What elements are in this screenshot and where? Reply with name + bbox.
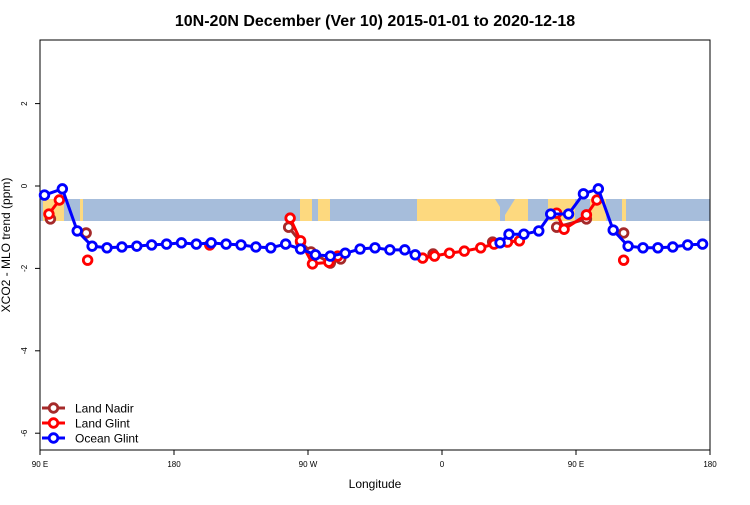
data-point: [306, 258, 319, 270]
data-point: [458, 245, 471, 257]
data-point: [652, 242, 664, 254]
data-point: [354, 243, 366, 255]
data-point: [428, 250, 441, 262]
y-axis-label: XCO2 - MLO trend (ppm): [0, 178, 13, 313]
series-layer: [38, 183, 709, 270]
y-tick-label: -6: [20, 429, 29, 437]
data-point: [279, 238, 292, 250]
land-region: [417, 199, 500, 221]
data-point: [220, 238, 232, 250]
data-point: [544, 208, 557, 220]
data-point: [558, 223, 570, 235]
data-point: [518, 228, 530, 240]
data-point: [494, 237, 506, 249]
data-point: [250, 241, 262, 253]
data-point: [592, 183, 605, 195]
data-point: [53, 194, 66, 206]
data-point: [443, 247, 456, 259]
data-point: [617, 254, 630, 266]
data-point: [409, 249, 421, 261]
legend-label: Land Glint: [75, 417, 130, 431]
x-axis: 90 E 180 90 W 0 90 E 180: [32, 450, 717, 469]
data-point: [86, 240, 98, 252]
data-point: [577, 188, 590, 200]
chart-title: 10N-20N December (Ver 10) 2015-01-01 to …: [175, 13, 575, 30]
data-point: [56, 183, 69, 195]
x-tick-label: 180: [167, 460, 181, 469]
data-point: [475, 242, 487, 254]
y-axis: 2 0 -2 -4 -6: [20, 101, 40, 437]
series-line: [555, 199, 599, 231]
data-point: [617, 227, 630, 239]
legend-marker: [47, 402, 60, 414]
data-point: [265, 242, 277, 254]
plot-frame: [39, 39, 711, 451]
data-point: [81, 254, 94, 266]
data-point: [503, 228, 515, 240]
data-point: [235, 239, 247, 251]
x-tick-label: 180: [703, 460, 717, 469]
data-point: [38, 189, 51, 201]
data-point: [324, 250, 337, 262]
data-point: [284, 212, 296, 224]
land-region: [318, 199, 330, 221]
data-point: [160, 238, 173, 250]
x-tick-label: 0: [440, 460, 445, 469]
legend-label: Ocean Glint: [75, 432, 139, 446]
legend-label: Land Nadir: [75, 402, 134, 416]
x-tick-label: 90 E: [32, 460, 48, 469]
y-tick-label: -2: [20, 264, 29, 272]
data-point: [175, 237, 188, 249]
data-point: [696, 238, 709, 250]
data-point: [145, 239, 158, 251]
data-point: [131, 240, 143, 252]
data-point: [562, 208, 575, 220]
y-tick-label: 2: [20, 101, 29, 106]
y-tick-label: -4: [20, 347, 29, 355]
data-point: [399, 244, 411, 256]
land-region: [622, 199, 626, 221]
legend-marker: [47, 432, 60, 444]
data-point: [190, 238, 203, 250]
data-point: [580, 209, 593, 221]
data-point: [681, 239, 694, 251]
data-point: [309, 249, 322, 261]
x-tick-label: 90 W: [299, 460, 318, 469]
y-tick-label: 0: [20, 183, 29, 188]
legend-marker: [47, 417, 60, 429]
series-ocean-glint: [38, 183, 709, 262]
x-axis-label: Longitude: [349, 477, 402, 491]
land-region: [300, 199, 312, 221]
data-point: [369, 242, 381, 254]
data-point: [116, 241, 128, 253]
data-point: [339, 247, 351, 259]
data-point: [294, 243, 307, 255]
land-region: [80, 199, 83, 221]
data-point: [607, 224, 619, 236]
ocean-band: [40, 199, 710, 221]
data-point: [622, 240, 634, 252]
data-point: [101, 242, 113, 254]
red-sea: [495, 199, 515, 215]
x-tick-label: 90 E: [568, 460, 584, 469]
data-point: [533, 225, 545, 237]
data-point: [43, 208, 55, 220]
data-point: [205, 237, 217, 249]
data-point: [384, 244, 396, 256]
data-point: [71, 225, 83, 237]
data-point: [667, 241, 679, 253]
data-point: [637, 242, 649, 254]
